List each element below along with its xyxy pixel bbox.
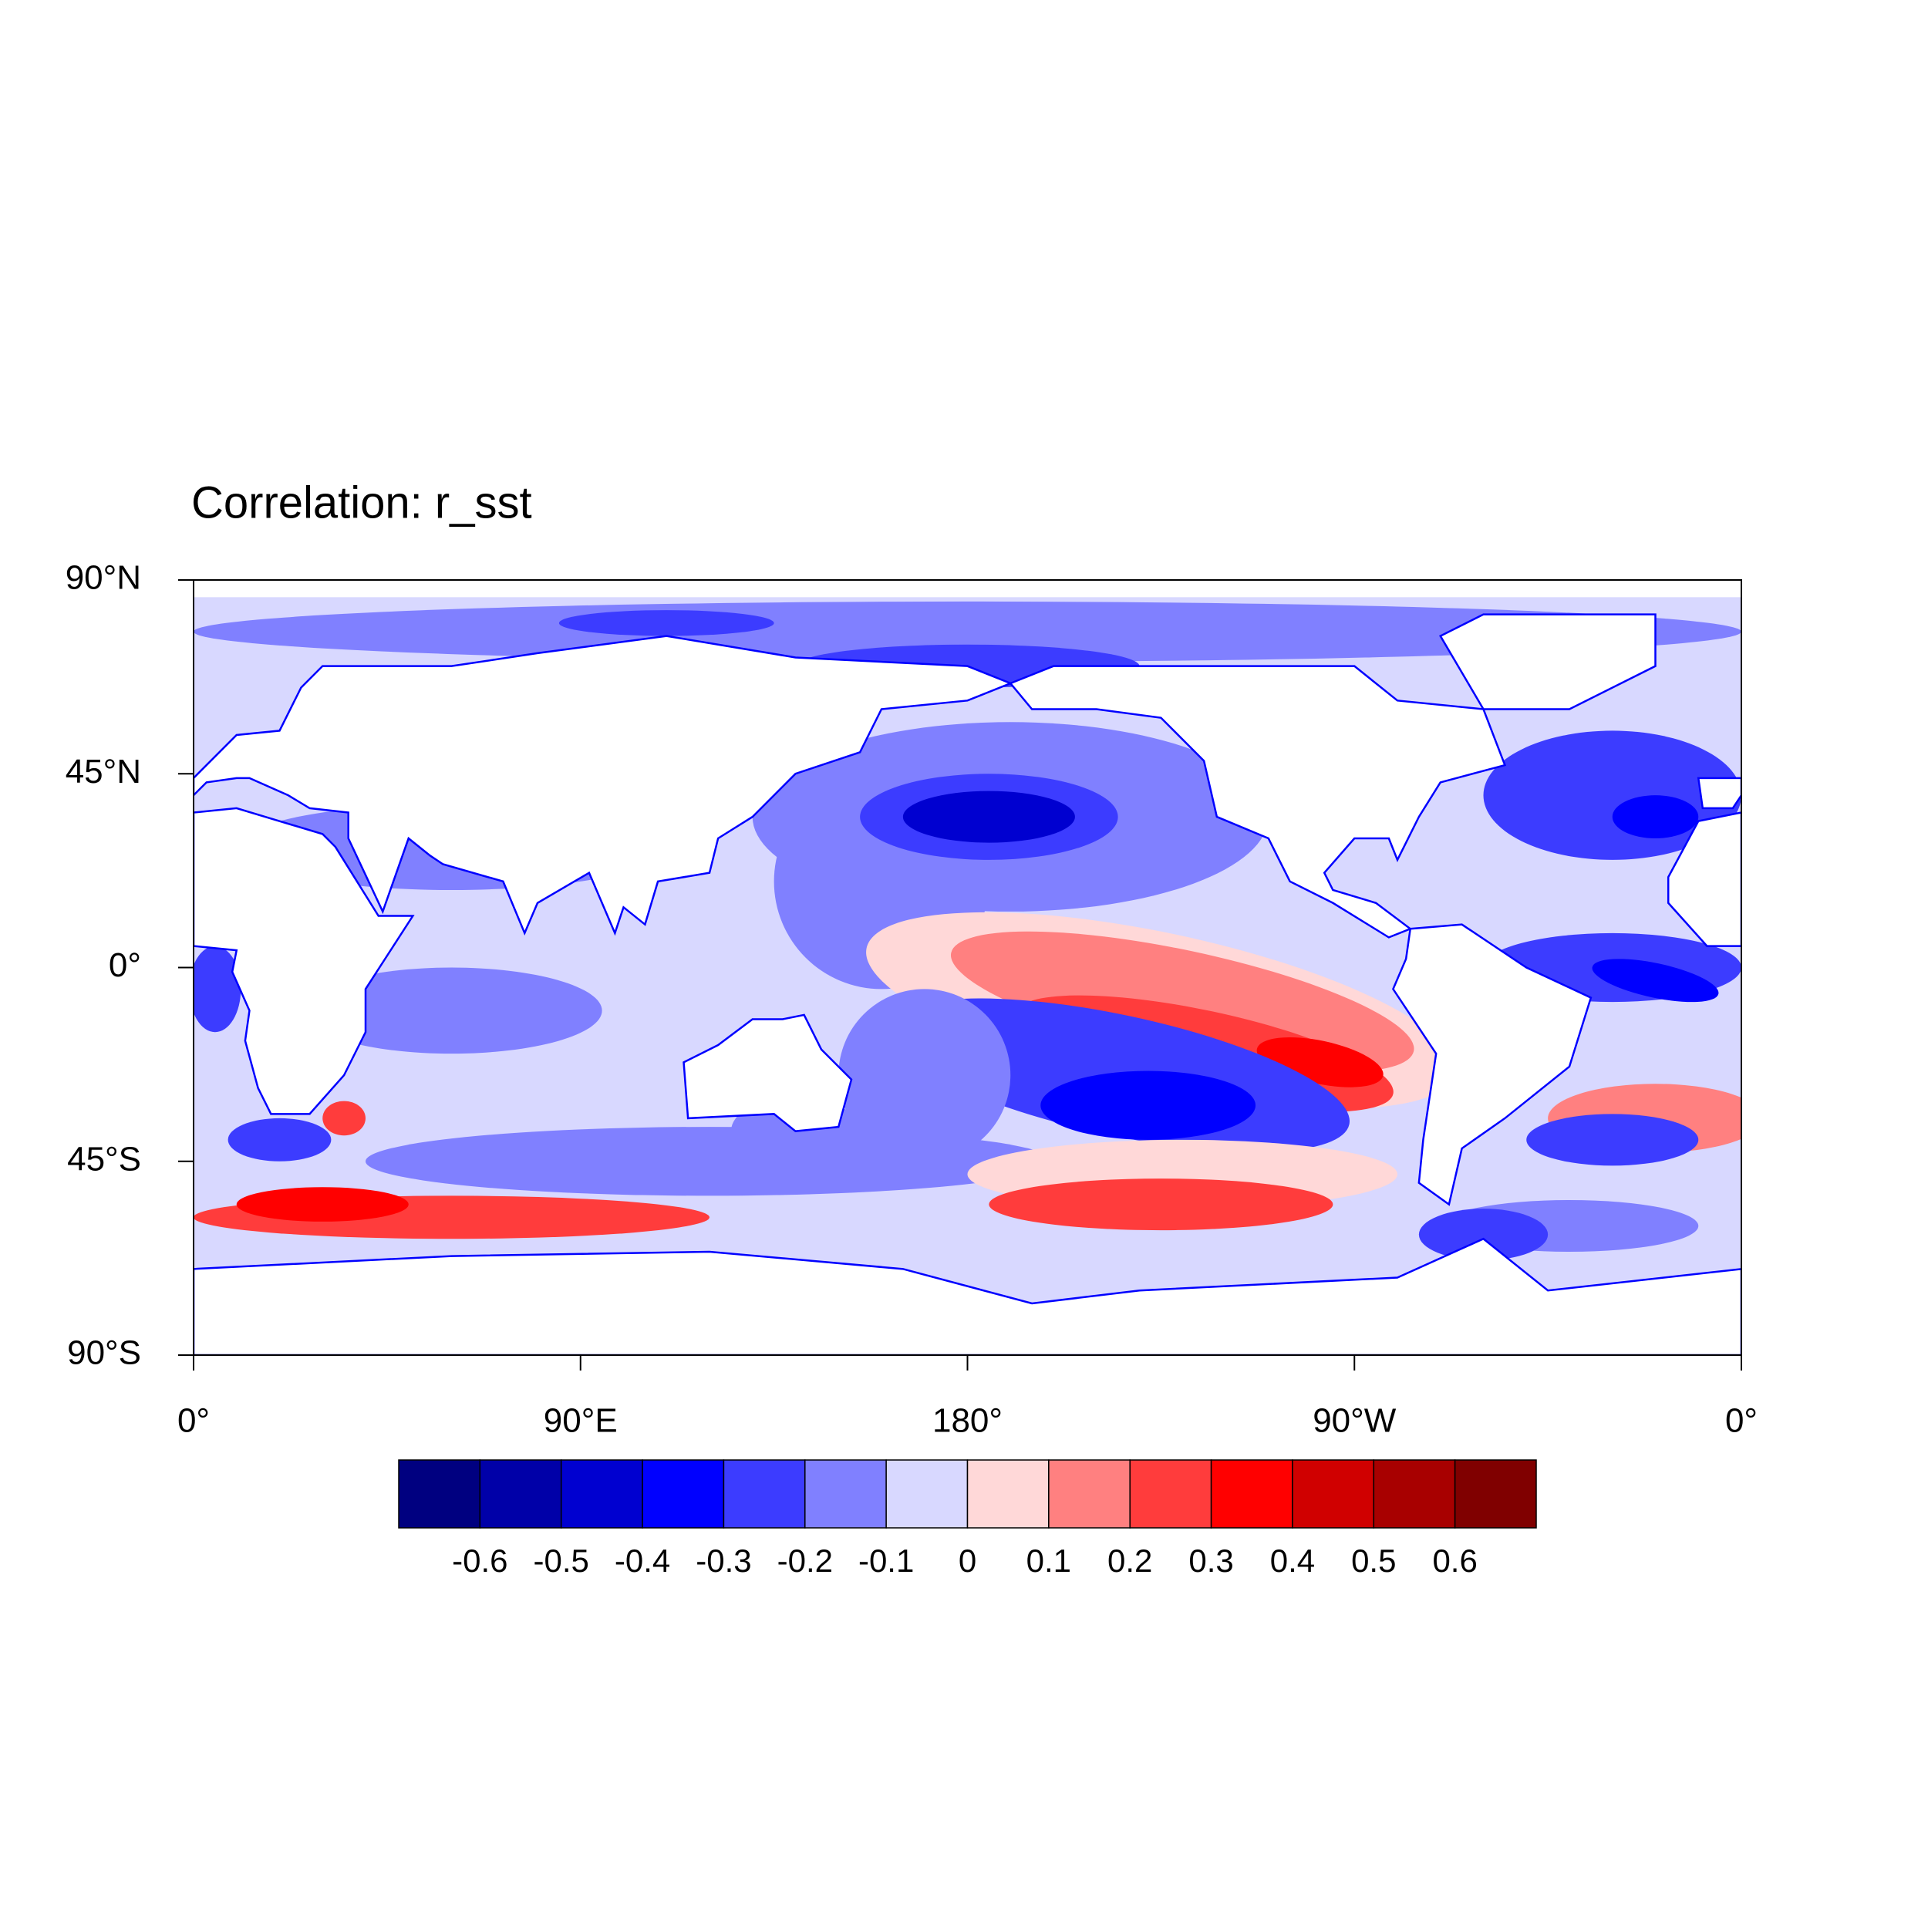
field-region <box>558 610 774 636</box>
colorbar-label: 0 <box>959 1543 976 1579</box>
colorbar-label: 0.1 <box>1026 1543 1071 1579</box>
field-region <box>1526 1114 1699 1166</box>
field-region <box>228 1118 332 1162</box>
colorbar-box <box>966 1459 1050 1529</box>
field-region <box>322 1101 366 1136</box>
colorbar-box <box>479 1459 562 1529</box>
colorbar-box <box>1292 1459 1375 1529</box>
y-tick-label: 0° <box>109 946 141 984</box>
field-region <box>301 967 602 1054</box>
australia <box>683 1013 853 1132</box>
colorbar-box <box>1210 1459 1293 1529</box>
north-america <box>1009 665 1507 939</box>
y-tick-label: 90°S <box>67 1334 141 1372</box>
south-america <box>1392 923 1593 1206</box>
colorbar-label: -0.5 <box>534 1543 589 1579</box>
europe-west <box>1697 777 1741 810</box>
colorbar-box <box>885 1459 969 1529</box>
field-region <box>989 1178 1333 1231</box>
colorbar-label: 0.3 <box>1188 1543 1233 1579</box>
colorbar-label: 0.6 <box>1432 1543 1477 1579</box>
y-tick-label: 45°S <box>67 1140 141 1178</box>
colorbar-box <box>642 1459 725 1529</box>
colorbar-label: -0.1 <box>858 1543 914 1579</box>
field-region <box>194 946 241 1033</box>
colorbar-label: 0.4 <box>1270 1543 1315 1579</box>
eurasia <box>194 635 1013 936</box>
colorbar-label: 0.5 <box>1351 1543 1396 1579</box>
colorbar-box <box>560 1459 643 1529</box>
colorbar-box <box>1373 1459 1456 1529</box>
colorbar-box <box>1129 1459 1212 1529</box>
africa <box>194 807 415 1115</box>
greenland <box>1438 613 1657 710</box>
colorbar-label: -0.6 <box>452 1543 507 1579</box>
x-tick-label: 0° <box>1725 1402 1758 1440</box>
arctic-cap <box>194 580 1741 598</box>
map-field <box>194 580 1741 1355</box>
colorbar-box <box>398 1459 481 1529</box>
colorbar-label: -0.3 <box>696 1543 751 1579</box>
x-tick-label: 90°W <box>1313 1402 1397 1440</box>
antarctica <box>194 1237 1741 1355</box>
field-region <box>838 989 1011 1162</box>
y-tick-label: 90°N <box>66 559 141 597</box>
africa-west <box>1667 811 1741 947</box>
field-region <box>1612 795 1699 839</box>
colorbar-box <box>723 1459 806 1529</box>
colorbar-box <box>1454 1459 1537 1529</box>
field-region <box>1592 959 1719 1003</box>
field-region <box>902 791 1075 843</box>
field-region <box>1418 1209 1549 1261</box>
x-tick-label: 180° <box>932 1402 1003 1440</box>
x-tick-label: 90°E <box>544 1402 618 1440</box>
colorbar-label: -0.4 <box>615 1543 670 1579</box>
colorbar-label: 0.2 <box>1107 1543 1152 1579</box>
field-region <box>236 1187 409 1222</box>
colorbar-box <box>804 1459 887 1529</box>
x-tick-label: 0° <box>177 1402 210 1440</box>
field-region <box>1040 1071 1256 1140</box>
chart-title: Correlation: r_sst <box>191 477 532 528</box>
y-tick-label: 45°N <box>66 753 141 791</box>
colorbar-label: -0.2 <box>777 1543 833 1579</box>
colorbar-box <box>1048 1459 1131 1529</box>
